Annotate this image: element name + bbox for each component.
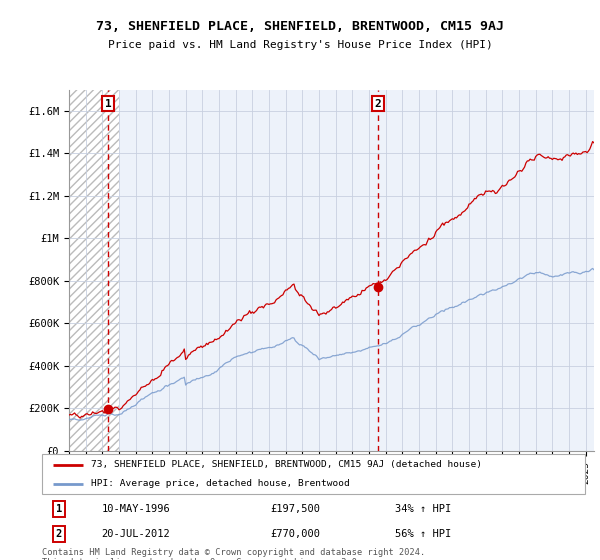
Text: 34% ↑ HPI: 34% ↑ HPI	[395, 504, 451, 514]
FancyBboxPatch shape	[42, 454, 585, 494]
Text: £770,000: £770,000	[270, 529, 320, 539]
Text: 20-JUL-2012: 20-JUL-2012	[102, 529, 170, 539]
Text: 73, SHENFIELD PLACE, SHENFIELD, BRENTWOOD, CM15 9AJ (detached house): 73, SHENFIELD PLACE, SHENFIELD, BRENTWOO…	[91, 460, 482, 469]
Bar	[69, 90, 119, 451]
Text: 2: 2	[56, 529, 62, 539]
Text: 56% ↑ HPI: 56% ↑ HPI	[395, 529, 451, 539]
Text: Contains HM Land Registry data © Crown copyright and database right 2024.
This d: Contains HM Land Registry data © Crown c…	[42, 548, 425, 560]
Text: 1: 1	[105, 99, 112, 109]
Text: 73, SHENFIELD PLACE, SHENFIELD, BRENTWOOD, CM15 9AJ: 73, SHENFIELD PLACE, SHENFIELD, BRENTWOO…	[96, 20, 504, 32]
Text: HPI: Average price, detached house, Brentwood: HPI: Average price, detached house, Bren…	[91, 479, 350, 488]
Text: £197,500: £197,500	[270, 504, 320, 514]
Text: 2: 2	[375, 99, 382, 109]
Text: Price paid vs. HM Land Registry's House Price Index (HPI): Price paid vs. HM Land Registry's House …	[107, 40, 493, 50]
Bar	[69, 90, 119, 451]
Text: 1: 1	[56, 504, 62, 514]
Text: 10-MAY-1996: 10-MAY-1996	[102, 504, 170, 514]
